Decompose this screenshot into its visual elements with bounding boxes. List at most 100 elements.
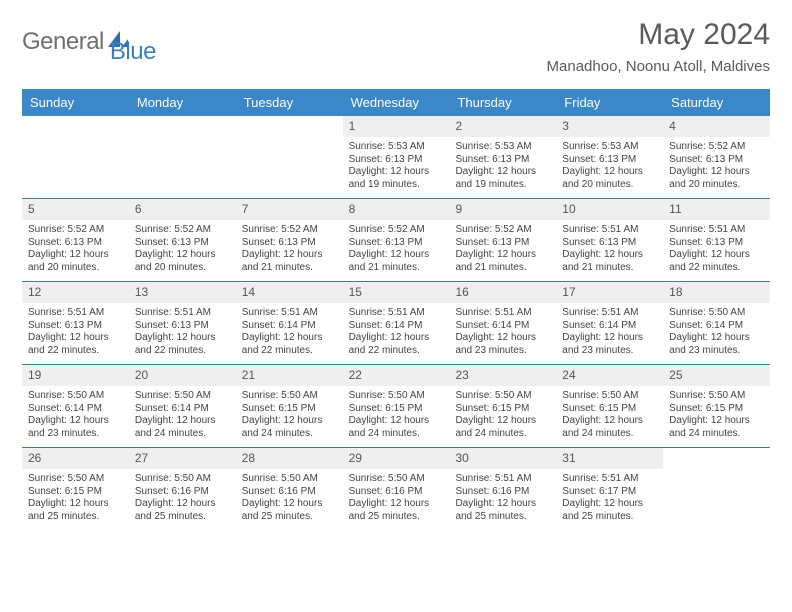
calendar-week: 5Sunrise: 5:52 AMSunset: 6:13 PMDaylight… [22, 198, 770, 281]
daylight-line-2: and 19 minutes. [349, 179, 444, 192]
daylight-line-1: Daylight: 12 hours [135, 249, 230, 262]
daylight-line-1: Daylight: 12 hours [562, 332, 657, 345]
daylight-line-1: Daylight: 12 hours [669, 166, 764, 179]
day-number: 6 [129, 199, 236, 220]
day-number: 23 [449, 365, 556, 386]
cell-body: Sunrise: 5:51 AMSunset: 6:14 PMDaylight:… [449, 303, 556, 361]
calendar-cell: 5Sunrise: 5:52 AMSunset: 6:13 PMDaylight… [22, 199, 129, 281]
day-number-empty [22, 116, 129, 137]
daylight-line-2: and 20 minutes. [669, 179, 764, 192]
location-text: Manadhoo, Noonu Atoll, Maldives [547, 58, 770, 75]
sunrise-line: Sunrise: 5:53 AM [562, 141, 657, 154]
calendar-cell: 18Sunrise: 5:50 AMSunset: 6:14 PMDayligh… [663, 282, 770, 364]
sunset-line: Sunset: 6:13 PM [562, 237, 657, 250]
daylight-line-2: and 20 minutes. [562, 179, 657, 192]
daylight-line-2: and 21 minutes. [562, 262, 657, 275]
sunset-line: Sunset: 6:14 PM [242, 320, 337, 333]
cell-body: Sunrise: 5:50 AMSunset: 6:14 PMDaylight:… [663, 303, 770, 361]
sunset-line: Sunset: 6:13 PM [28, 237, 123, 250]
sunset-line: Sunset: 6:13 PM [349, 154, 444, 167]
sunset-line: Sunset: 6:14 PM [28, 403, 123, 416]
cell-body: Sunrise: 5:50 AMSunset: 6:15 PMDaylight:… [556, 386, 663, 444]
calendar-cell: 19Sunrise: 5:50 AMSunset: 6:14 PMDayligh… [22, 365, 129, 447]
cell-body: Sunrise: 5:53 AMSunset: 6:13 PMDaylight:… [556, 137, 663, 195]
daylight-line-1: Daylight: 12 hours [349, 498, 444, 511]
sunset-line: Sunset: 6:13 PM [135, 320, 230, 333]
day-number: 29 [343, 448, 450, 469]
calendar-cell: 9Sunrise: 5:52 AMSunset: 6:13 PMDaylight… [449, 199, 556, 281]
daylight-line-2: and 20 minutes. [28, 262, 123, 275]
daylight-line-2: and 23 minutes. [28, 428, 123, 441]
calendar-cell [129, 116, 236, 198]
daylight-line-2: and 25 minutes. [349, 511, 444, 524]
calendar-cell [22, 116, 129, 198]
day-number: 31 [556, 448, 663, 469]
sunset-line: Sunset: 6:13 PM [669, 237, 764, 250]
daylight-line-1: Daylight: 12 hours [562, 249, 657, 262]
day-number: 30 [449, 448, 556, 469]
dayname-saturday: Saturday [663, 89, 770, 116]
daylight-line-2: and 24 minutes. [455, 428, 550, 441]
cell-body: Sunrise: 5:51 AMSunset: 6:14 PMDaylight:… [343, 303, 450, 361]
cell-body: Sunrise: 5:50 AMSunset: 6:15 PMDaylight:… [449, 386, 556, 444]
weeks-container: 1Sunrise: 5:53 AMSunset: 6:13 PMDaylight… [22, 116, 770, 530]
dayname-sunday: Sunday [22, 89, 129, 116]
cell-body: Sunrise: 5:51 AMSunset: 6:13 PMDaylight:… [663, 220, 770, 278]
daylight-line-2: and 22 minutes. [669, 262, 764, 275]
calendar-cell: 22Sunrise: 5:50 AMSunset: 6:15 PMDayligh… [343, 365, 450, 447]
daylight-line-1: Daylight: 12 hours [135, 415, 230, 428]
sunset-line: Sunset: 6:13 PM [455, 154, 550, 167]
sunset-line: Sunset: 6:16 PM [455, 486, 550, 499]
calendar-week: 12Sunrise: 5:51 AMSunset: 6:13 PMDayligh… [22, 281, 770, 364]
sunset-line: Sunset: 6:15 PM [562, 403, 657, 416]
calendar-cell: 26Sunrise: 5:50 AMSunset: 6:15 PMDayligh… [22, 448, 129, 530]
logo-text-general: General [22, 28, 104, 56]
sunset-line: Sunset: 6:13 PM [455, 237, 550, 250]
day-number: 15 [343, 282, 450, 303]
daylight-line-2: and 25 minutes. [455, 511, 550, 524]
logo-text-blue: Blue [110, 38, 156, 66]
day-number: 14 [236, 282, 343, 303]
cell-body: Sunrise: 5:50 AMSunset: 6:16 PMDaylight:… [129, 469, 236, 527]
calendar-cell [663, 448, 770, 530]
sunset-line: Sunset: 6:15 PM [455, 403, 550, 416]
calendar-cell: 31Sunrise: 5:51 AMSunset: 6:17 PMDayligh… [556, 448, 663, 530]
daylight-line-1: Daylight: 12 hours [455, 498, 550, 511]
cell-body: Sunrise: 5:50 AMSunset: 6:14 PMDaylight:… [22, 386, 129, 444]
sunrise-line: Sunrise: 5:52 AM [455, 224, 550, 237]
calendar-cell: 8Sunrise: 5:52 AMSunset: 6:13 PMDaylight… [343, 199, 450, 281]
cell-body: Sunrise: 5:50 AMSunset: 6:15 PMDaylight:… [343, 386, 450, 444]
daylight-line-2: and 24 minutes. [669, 428, 764, 441]
cell-body: Sunrise: 5:51 AMSunset: 6:14 PMDaylight:… [236, 303, 343, 361]
sunset-line: Sunset: 6:13 PM [349, 237, 444, 250]
daylight-line-2: and 21 minutes. [242, 262, 337, 275]
cell-body: Sunrise: 5:50 AMSunset: 6:15 PMDaylight:… [236, 386, 343, 444]
daylight-line-1: Daylight: 12 hours [349, 249, 444, 262]
daylight-line-2: and 21 minutes. [455, 262, 550, 275]
header: General Blue May 2024 Manadhoo, Noonu At… [22, 18, 770, 75]
sunrise-line: Sunrise: 5:50 AM [669, 307, 764, 320]
logo: General Blue [22, 18, 156, 66]
day-number: 9 [449, 199, 556, 220]
day-number: 26 [22, 448, 129, 469]
calendar-week: 1Sunrise: 5:53 AMSunset: 6:13 PMDaylight… [22, 116, 770, 198]
sunset-line: Sunset: 6:14 PM [349, 320, 444, 333]
calendar-cell: 14Sunrise: 5:51 AMSunset: 6:14 PMDayligh… [236, 282, 343, 364]
sunrise-line: Sunrise: 5:51 AM [349, 307, 444, 320]
sunset-line: Sunset: 6:15 PM [242, 403, 337, 416]
calendar-cell: 13Sunrise: 5:51 AMSunset: 6:13 PMDayligh… [129, 282, 236, 364]
sunset-line: Sunset: 6:14 PM [135, 403, 230, 416]
cell-body: Sunrise: 5:51 AMSunset: 6:13 PMDaylight:… [129, 303, 236, 361]
day-number: 27 [129, 448, 236, 469]
sunset-line: Sunset: 6:13 PM [562, 154, 657, 167]
sunset-line: Sunset: 6:14 PM [669, 320, 764, 333]
calendar-week: 26Sunrise: 5:50 AMSunset: 6:15 PMDayligh… [22, 447, 770, 530]
calendar-cell: 30Sunrise: 5:51 AMSunset: 6:16 PMDayligh… [449, 448, 556, 530]
sunrise-line: Sunrise: 5:51 AM [562, 307, 657, 320]
day-headers: Sunday Monday Tuesday Wednesday Thursday… [22, 89, 770, 116]
day-number-empty [663, 448, 770, 469]
cell-body: Sunrise: 5:51 AMSunset: 6:13 PMDaylight:… [556, 220, 663, 278]
daylight-line-1: Daylight: 12 hours [562, 415, 657, 428]
sunrise-line: Sunrise: 5:50 AM [28, 390, 123, 403]
daylight-line-2: and 25 minutes. [242, 511, 337, 524]
